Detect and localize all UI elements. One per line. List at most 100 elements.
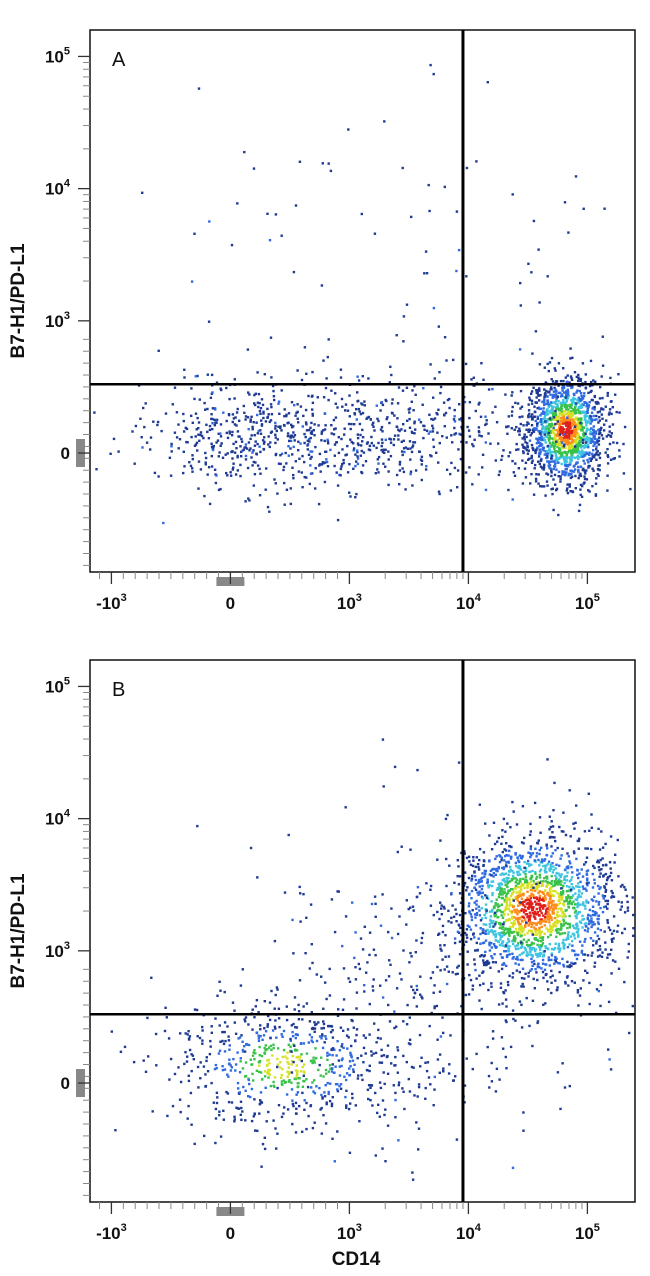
event-dot [585,435,589,439]
event-dot [567,443,570,446]
event-dot [256,442,259,446]
event-dot [441,924,445,928]
event-dot [379,428,383,431]
event-dot [579,987,582,990]
event-dot [558,452,562,455]
event-dot [310,455,313,459]
event-dot [570,866,573,869]
event-dot [568,860,571,863]
event-dot [624,888,627,891]
event-dot [413,441,417,444]
event-dot [439,385,443,389]
event-dot [295,1107,298,1110]
event-dot [280,452,284,455]
event-dot [503,900,506,904]
event-dot [210,465,214,468]
event-dot [320,1132,323,1135]
event-dot [590,411,594,414]
event-dot [584,472,587,475]
event-dot [272,389,275,393]
event-dot [511,888,514,891]
event-dot [546,862,550,866]
event-dot [539,945,543,949]
event-dot [173,1072,177,1076]
event-dot [433,1088,436,1091]
event-dot [617,373,620,376]
event-dot [508,889,511,892]
event-dot [547,461,551,464]
event-dot [542,427,546,430]
event-dot [587,406,590,409]
event-dot [516,933,519,937]
event-dot [503,950,506,953]
event-dot [564,396,568,399]
event-dot [552,431,555,434]
event-dot [510,845,513,849]
event-dot [395,473,399,477]
event-dot [594,380,597,383]
event-dot [211,448,215,452]
event-dot [494,961,497,964]
event-dot [514,962,517,965]
event-dot [558,422,561,425]
event-dot [598,887,601,891]
event-dot [342,967,346,970]
event-dot [573,907,576,910]
event-dot [348,394,351,397]
event-dot [481,876,484,879]
event-dot [484,908,487,911]
event-dot [530,941,534,944]
event-dot [578,994,582,997]
event-dot [455,269,458,273]
event-dot [517,467,520,470]
event-dot [551,825,555,828]
event-dot [243,1018,246,1021]
event-dot [554,904,557,907]
event-dot [505,964,508,968]
event-dot [554,393,558,396]
event-dot [597,892,600,895]
event-dot [347,1107,351,1111]
event-dot [387,458,390,461]
event-dot [247,441,251,444]
event-dot [307,1041,310,1044]
event-dot [552,884,555,888]
event-dot [310,1036,314,1039]
event-dot [276,1132,279,1135]
event-dot [583,922,587,926]
event-dot [322,396,326,399]
event-dot [473,384,476,387]
event-dot [355,1033,358,1037]
event-dot [575,437,578,440]
event-dot [515,823,519,826]
event-dot [554,942,557,945]
event-dot [500,967,504,971]
event-dot [577,470,580,474]
event-dot [571,445,574,449]
event-dot [545,864,548,867]
event-dot [489,869,493,872]
event-dot [288,1071,291,1074]
event-dot [626,956,629,959]
event-dot [530,883,533,887]
event-dot [297,470,301,473]
event-dot [283,415,286,418]
event-dot [531,902,534,905]
event-dot [555,418,558,421]
event-dot [585,401,588,404]
event-dot [234,473,238,476]
event-dot [574,914,577,918]
event-dot [298,457,301,460]
event-dot [497,836,500,840]
event-dot [577,401,581,404]
event-dot [579,440,583,444]
event-dot [338,1074,342,1077]
event-dot [349,1102,352,1105]
event-dot [561,386,564,390]
event-dot [306,444,309,447]
event-dot [538,864,541,867]
event-dot [562,963,565,967]
event-dot [527,409,531,412]
event-dot [268,1073,271,1076]
